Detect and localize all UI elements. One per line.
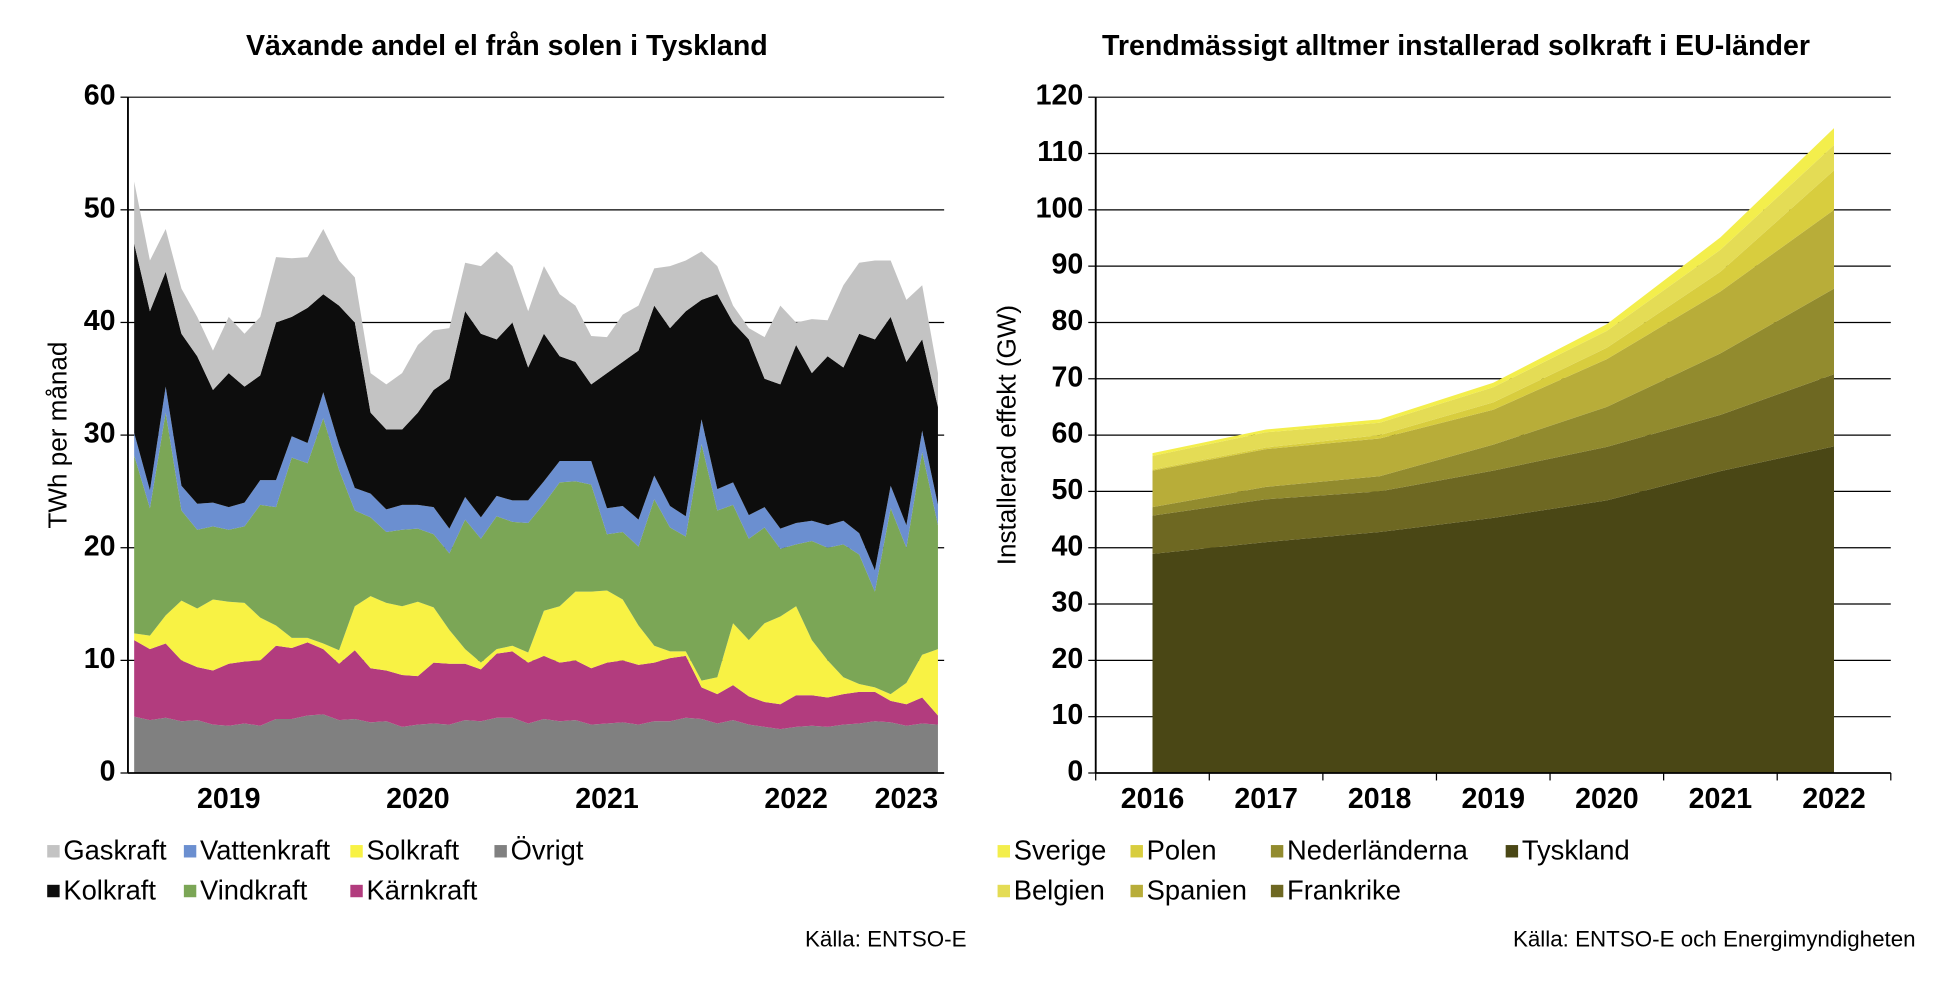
x-tick-label: 2017 [1234, 783, 1298, 815]
legend-label: Gaskraft [63, 835, 167, 866]
chart-title: Trendmässigt alltmer installerad solkraf… [1102, 30, 1810, 62]
y-axis-label: TWh per månad [43, 342, 73, 529]
legend-swatch [350, 845, 363, 858]
y-tick-label: 60 [84, 80, 116, 112]
legend-label: Vattenkraft [200, 835, 331, 866]
y-tick-label: 100 [1036, 192, 1084, 224]
legend-swatch [1270, 884, 1284, 898]
legend-label: Övrigt [511, 835, 584, 866]
area [1152, 288, 1835, 516]
legend-label: Sverige [1014, 835, 1107, 866]
x-tick-label: 2021 [575, 783, 639, 815]
x-tick-label: 2021 [1689, 783, 1753, 815]
legend-swatch [183, 884, 197, 898]
legend-swatch [47, 845, 60, 858]
legend-swatch [1505, 845, 1519, 858]
legend-label: Polen [1147, 835, 1217, 866]
y-tick-label: 90 [1052, 249, 1084, 281]
area [134, 386, 938, 592]
y-tick-label: 0 [1067, 756, 1083, 788]
source-note: Källa: ENTSO-E och Energimyndigheten [1513, 927, 1916, 952]
legend-swatch [1270, 845, 1284, 858]
x-tick-label: 2022 [764, 783, 828, 815]
area [134, 640, 938, 730]
area [134, 412, 938, 695]
x-tick-label: 2020 [1575, 783, 1639, 815]
y-tick-label: 30 [84, 418, 116, 450]
legend-label: Nederländerna [1287, 835, 1469, 866]
y-tick-label: 30 [1052, 587, 1084, 619]
y-tick-label: 60 [1052, 418, 1084, 450]
legend-swatch [494, 845, 507, 858]
legend-label: Frankrike [1287, 874, 1401, 905]
area [134, 714, 938, 774]
y-tick-label: 80 [1052, 305, 1084, 337]
legend-label: Spanien [1147, 874, 1247, 905]
x-tick-label: 2023 [875, 783, 939, 815]
legend-swatch [1130, 845, 1143, 858]
y-axis-label: Installerad effekt (GW) [992, 305, 1022, 565]
y-tick-label: 70 [1052, 361, 1084, 393]
chart-title: Växande andel el från solen i Tyskland [246, 30, 768, 62]
area [1152, 209, 1835, 508]
y-tick-label: 10 [84, 643, 116, 675]
x-tick-label: 2019 [197, 783, 261, 815]
y-tick-label: 10 [1052, 699, 1084, 731]
x-tick-label: 2019 [1461, 783, 1525, 815]
y-tick-label: 50 [1052, 474, 1084, 506]
x-tick-label: 2018 [1348, 783, 1412, 815]
legend-label: Vindkraft [200, 874, 308, 905]
x-tick-label: 2016 [1121, 783, 1185, 815]
y-tick-label: 110 [1037, 136, 1083, 168]
area [134, 243, 938, 571]
area [134, 181, 938, 430]
y-tick-label: 120 [1036, 80, 1084, 112]
legend-swatch [350, 884, 363, 898]
source-note: Källa: ENTSO-E [805, 927, 967, 952]
legend-swatch [47, 884, 60, 898]
y-tick-label: 50 [84, 192, 116, 224]
legend-swatch [997, 884, 1010, 898]
legend-swatch [1130, 884, 1143, 898]
y-tick-label: 20 [84, 530, 116, 562]
legend-swatch [183, 845, 197, 858]
y-tick-label: 20 [1052, 643, 1084, 675]
legend-label: Tyskland [1522, 835, 1630, 866]
y-tick-label: 0 [100, 756, 116, 788]
y-tick-label: 40 [84, 305, 116, 337]
area [134, 590, 938, 716]
x-tick-label: 2022 [1802, 783, 1866, 815]
legend-label: Solkraft [366, 835, 459, 866]
area [1152, 446, 1835, 774]
legend-label: Kärnkraft [366, 874, 477, 905]
x-tick-label: 2020 [386, 783, 450, 815]
area [1152, 374, 1835, 554]
legend-label: Belgien [1014, 874, 1105, 905]
y-tick-label: 40 [1052, 530, 1084, 562]
legend-swatch [997, 845, 1010, 858]
legend-label: Kolkraft [63, 874, 156, 905]
